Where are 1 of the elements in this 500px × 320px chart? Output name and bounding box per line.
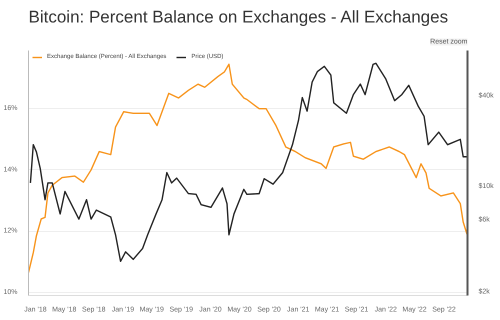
chart-title: Bitcoin: Percent Balance on Exchanges - All Exchanges	[28, 8, 448, 26]
